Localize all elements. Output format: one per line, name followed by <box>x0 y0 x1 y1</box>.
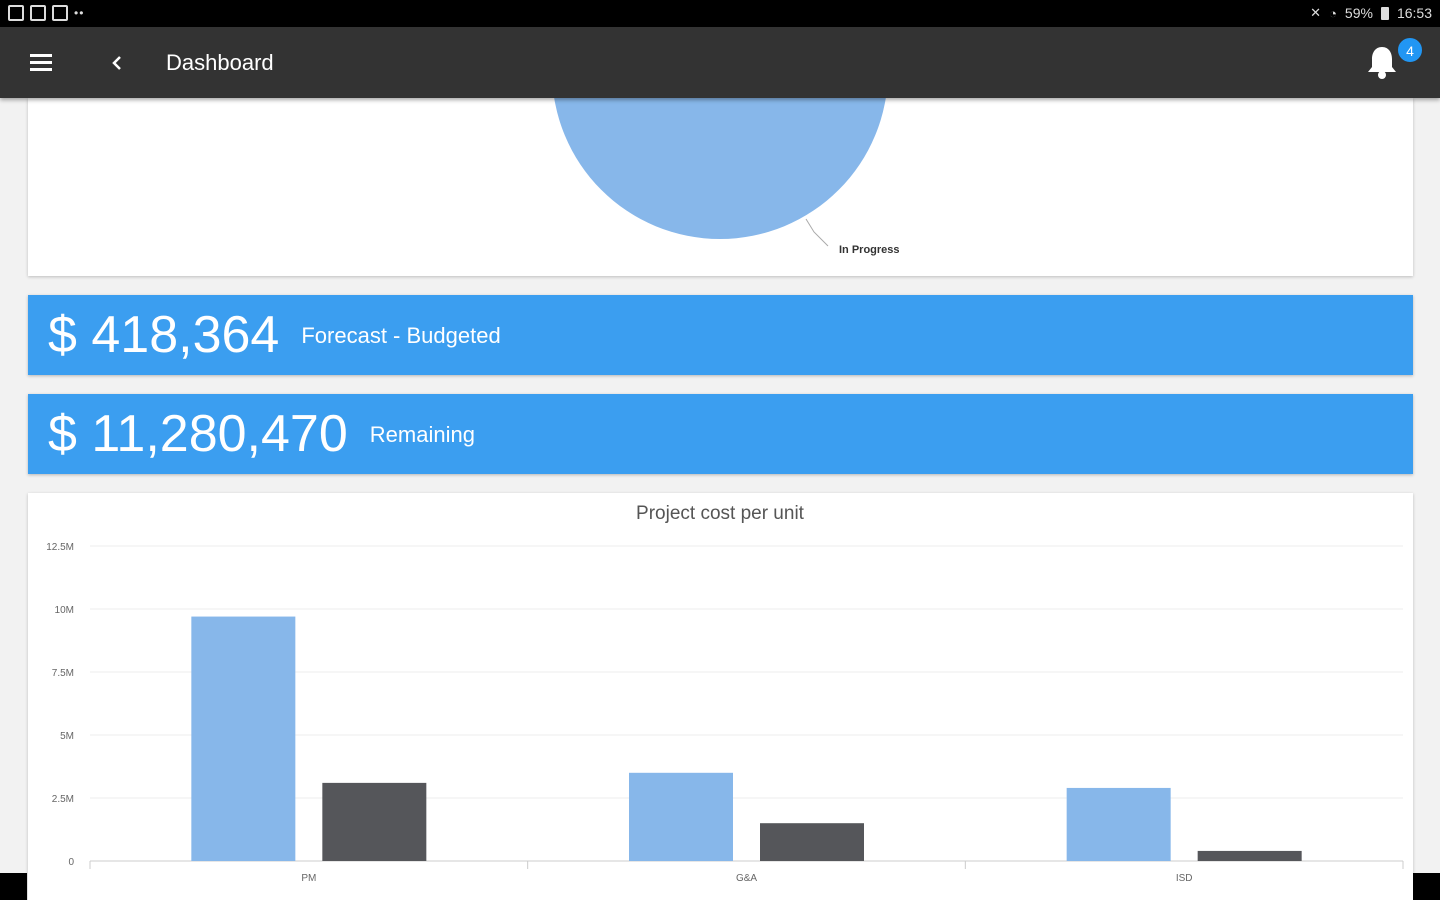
back-arrow-icon[interactable] <box>108 53 128 73</box>
screen-edge-left <box>0 873 27 900</box>
more-notifications-icon: •• <box>74 6 85 20</box>
bar-ga-0 <box>629 772 733 861</box>
bar-ga-1 <box>760 823 864 861</box>
forecast-budgeted-value: $ 418,364 <box>48 306 280 364</box>
remaining-label: Remaining <box>369 422 475 447</box>
page-title: Dashboard <box>166 50 274 75</box>
pie-label-in-progress: In Progress <box>839 244 900 256</box>
notification-count-badge[interactable]: 4 <box>1397 37 1423 63</box>
pie-chart: In Progress <box>554 98 900 256</box>
app-bar: Dashboard <box>0 27 1440 98</box>
pie-label-leader <box>805 218 829 247</box>
forecast-budgeted-card: $ 418,364 Forecast - Budgeted <box>28 295 1413 375</box>
x-tick-label: G&A <box>736 873 757 884</box>
notification-bell-icon[interactable] <box>1365 44 1399 80</box>
x-tick-label: PM <box>301 873 316 884</box>
pie-chart-card: In Progress <box>28 98 1413 276</box>
bag-icon <box>30 5 46 21</box>
project-cost-bar-chart: Project cost per unit 0 2.5M 5M 7.5M 10M 12.5… <box>46 503 1404 884</box>
chart-title: Project cost per unit <box>636 503 805 524</box>
mute-icon: ✕ <box>1310 5 1322 20</box>
pie-slice-in-progress <box>554 98 886 239</box>
remaining-value: $ 11,280,470 <box>48 405 348 463</box>
y-tick-label: 12.5M <box>46 542 74 553</box>
status-system-icons: ✕ ◔ 59% 16:53 <box>1310 5 1432 21</box>
forecast-budgeted-label: Forecast - Budgeted <box>301 323 501 348</box>
grid-icon <box>52 5 68 21</box>
clock: 16:53 <box>1396 5 1432 21</box>
y-tick-label: 5M <box>60 731 74 742</box>
y-tick-label: 0 <box>68 857 74 868</box>
remaining-card: $ 11,280,470 Remaining <box>28 394 1413 474</box>
wifi-icon: ◔ <box>1329 5 1337 21</box>
gallery-icon <box>8 5 24 21</box>
bar-isd-0 <box>1066 787 1171 861</box>
y-tick-label: 10M <box>55 605 74 616</box>
hamburger-menu-icon[interactable] <box>30 54 52 71</box>
y-tick-label: 7.5M <box>52 668 74 679</box>
battery-percent: 59% <box>1344 5 1373 21</box>
y-tick-label: 2.5M <box>52 794 74 805</box>
screen-edge-right <box>1413 873 1440 900</box>
bar-pm-0 <box>191 616 296 861</box>
status-bar: •• ✕ ◔ 59% 16:53 <box>0 0 1440 27</box>
status-notification-icons: •• <box>8 5 84 21</box>
battery-icon <box>1380 6 1389 20</box>
project-cost-chart-card: Project cost per unit 0 2.5M 5M 7.5M 10M 12.5… <box>28 493 1413 900</box>
bar-isd-1 <box>1197 850 1302 861</box>
x-tick-label: ISD <box>1176 873 1193 884</box>
bar-pm-1 <box>322 782 427 861</box>
